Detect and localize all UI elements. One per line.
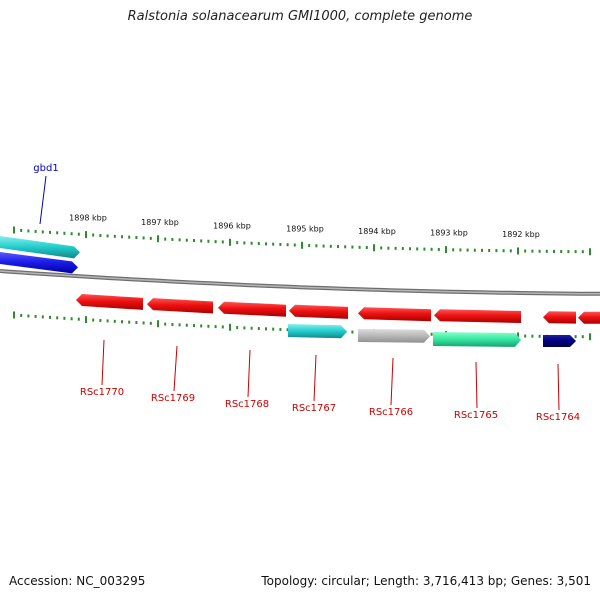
kbp-tick-label: 1892 kbp: [502, 230, 540, 239]
kbp-tick-label: 1897 kbp: [141, 218, 179, 227]
gene-arrow: [0, 235, 80, 259]
kbp-tick-label: 1895 kbp: [286, 224, 324, 233]
gene-label: RSc1769: [151, 393, 195, 404]
genome-backbone-highlight: [0, 270, 600, 295]
gene-arrow: [543, 311, 576, 324]
gene-label: RSc1764: [536, 412, 580, 423]
gene-label: RSc1766: [369, 407, 413, 418]
gene-label: RSc1765: [454, 410, 498, 421]
gene-arrow: [289, 304, 348, 319]
genome-summary: Topology: circular; Length: 3,716,413 bp…: [261, 574, 591, 588]
gene-label-leader: [313, 354, 317, 402]
gene-label-leader: [475, 361, 478, 409]
gene-arrow: [76, 294, 143, 310]
kbp-tick-label: 1896 kbp: [213, 221, 251, 230]
gene-label-leader: [390, 357, 394, 406]
gene-arrow: [578, 311, 600, 324]
genome-backbone: [0, 269, 600, 296]
kbp-tick-label: 1893 kbp: [430, 229, 468, 238]
gene-arrow: [358, 307, 431, 322]
accession-label: Accession: NC_003295: [9, 574, 146, 588]
kbp-tick-label: 1898 kbp: [69, 214, 107, 223]
gene-arrow: [433, 332, 521, 347]
gene-arrow: [543, 335, 576, 347]
gene-arrow: [434, 309, 521, 323]
gene-arrow: [0, 252, 78, 274]
gene-label-leader: [39, 175, 47, 225]
gene-label: RSc1770: [80, 387, 124, 398]
kbp-tick-label: 1894 kbp: [358, 227, 396, 236]
gene-label-leader: [247, 349, 251, 398]
gene-arrow: [288, 324, 347, 339]
gene-label-leader: [101, 339, 105, 386]
gene-label: gbd1: [33, 163, 58, 174]
gene-label: RSc1767: [292, 403, 336, 414]
gene-arrow: [147, 298, 213, 314]
gene-label-leader: [173, 345, 178, 392]
gene-label-leader: [557, 363, 560, 411]
gene-arrow: [218, 301, 286, 317]
gene-arrow: [358, 329, 430, 343]
page-title: Ralstonia solanacearum GMI1000, complete…: [127, 9, 473, 24]
gene-label: RSc1768: [225, 399, 269, 410]
